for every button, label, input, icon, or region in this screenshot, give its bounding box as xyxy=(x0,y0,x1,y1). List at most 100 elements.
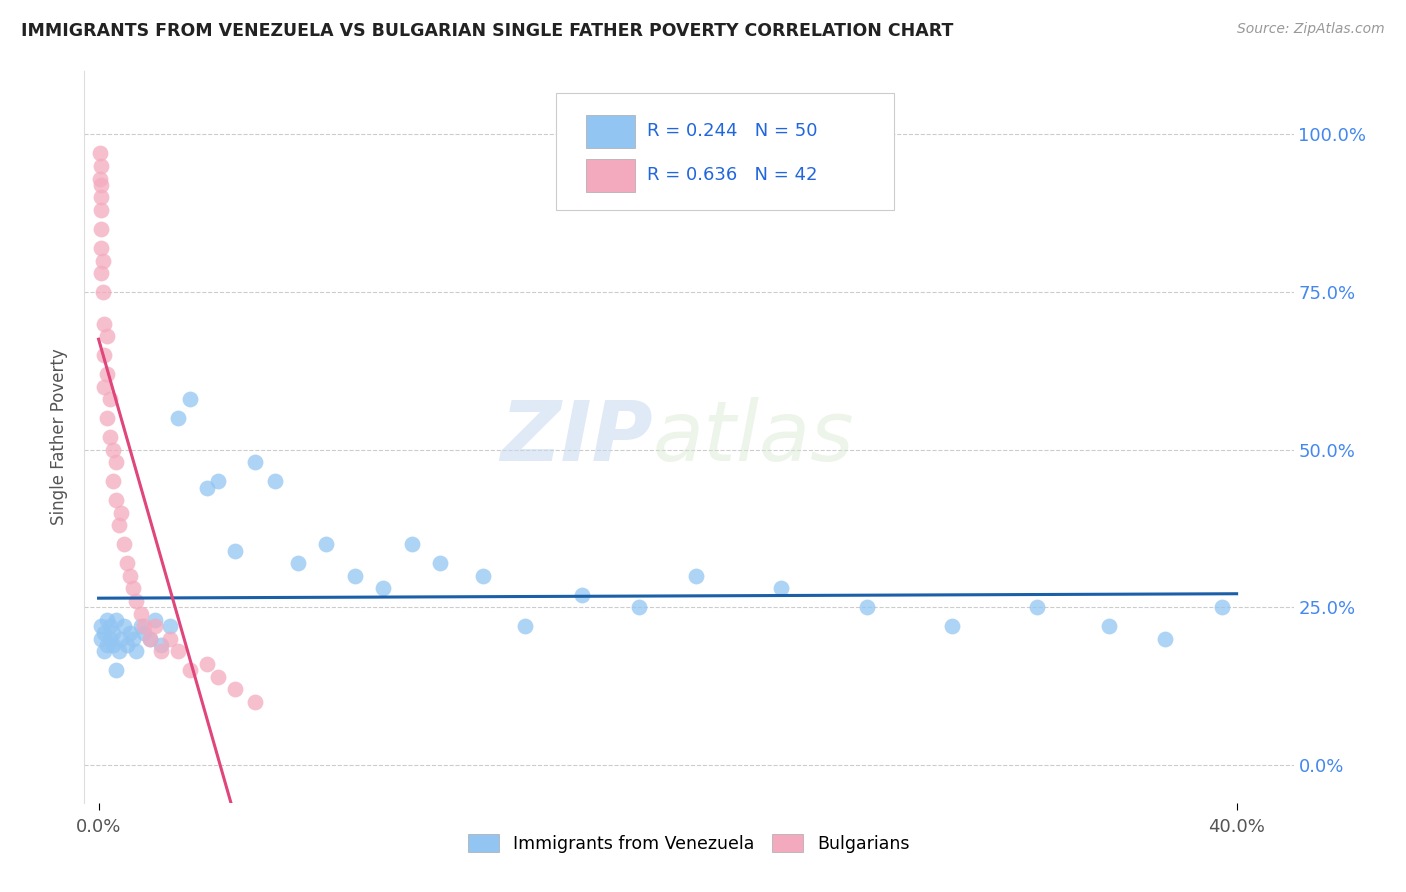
Point xyxy=(107,518,129,533)
Point xyxy=(224,543,246,558)
Point xyxy=(90,619,112,633)
Point xyxy=(287,556,309,570)
Point xyxy=(96,638,118,652)
Point xyxy=(91,285,114,299)
FancyBboxPatch shape xyxy=(586,115,634,148)
Point xyxy=(343,569,366,583)
Point xyxy=(121,632,143,646)
Text: Source: ZipAtlas.com: Source: ZipAtlas.com xyxy=(1237,22,1385,37)
Point xyxy=(1211,600,1233,615)
Point xyxy=(90,203,112,218)
Point xyxy=(150,638,173,652)
Point xyxy=(104,455,127,469)
Point xyxy=(110,632,132,646)
Point xyxy=(89,171,111,186)
Point xyxy=(207,474,229,488)
Point xyxy=(129,607,152,621)
Point xyxy=(96,329,118,343)
Point xyxy=(124,644,146,658)
Point xyxy=(150,644,173,658)
Point xyxy=(1097,619,1119,633)
Point xyxy=(101,625,124,640)
Point xyxy=(101,474,124,488)
Point xyxy=(96,613,118,627)
Point xyxy=(429,556,451,570)
Text: R = 0.636   N = 42: R = 0.636 N = 42 xyxy=(647,166,817,185)
Point xyxy=(315,537,337,551)
Point xyxy=(98,619,121,633)
Point xyxy=(770,582,793,596)
Point xyxy=(118,569,141,583)
Point xyxy=(1026,600,1049,615)
Point xyxy=(264,474,287,488)
Point xyxy=(98,392,121,407)
Point xyxy=(115,638,138,652)
Point xyxy=(1154,632,1177,646)
Point xyxy=(91,253,114,268)
Point xyxy=(93,348,115,362)
Point xyxy=(371,582,394,596)
Point xyxy=(179,392,201,407)
Point xyxy=(112,537,135,551)
Point xyxy=(145,619,167,633)
Point xyxy=(104,613,127,627)
Point xyxy=(145,613,167,627)
Point xyxy=(243,455,266,469)
Point xyxy=(90,632,112,646)
Point xyxy=(243,695,266,709)
Point xyxy=(93,644,115,658)
Point xyxy=(401,537,423,551)
Point xyxy=(129,619,152,633)
Point xyxy=(685,569,707,583)
Point xyxy=(167,644,190,658)
Point xyxy=(110,506,132,520)
Text: R = 0.244   N = 50: R = 0.244 N = 50 xyxy=(647,122,817,140)
Point xyxy=(159,632,181,646)
Point xyxy=(89,146,111,161)
Point xyxy=(139,632,162,646)
Point xyxy=(93,317,115,331)
Point xyxy=(101,638,124,652)
Point xyxy=(101,442,124,457)
Point xyxy=(98,632,121,646)
Point xyxy=(90,190,112,204)
Point xyxy=(139,632,162,646)
FancyBboxPatch shape xyxy=(586,159,634,192)
Point xyxy=(195,657,218,671)
Point xyxy=(124,594,146,608)
Point xyxy=(471,569,494,583)
Point xyxy=(90,178,112,192)
FancyBboxPatch shape xyxy=(555,94,894,211)
Point xyxy=(93,625,115,640)
Y-axis label: Single Father Poverty: Single Father Poverty xyxy=(51,349,69,525)
Point xyxy=(90,222,112,236)
Point xyxy=(855,600,877,615)
Point xyxy=(159,619,181,633)
Text: atlas: atlas xyxy=(652,397,855,477)
Point xyxy=(104,664,127,678)
Point xyxy=(96,367,118,381)
Point xyxy=(90,241,112,255)
Point xyxy=(515,619,537,633)
Point xyxy=(571,588,593,602)
Point xyxy=(118,625,141,640)
Text: IMMIGRANTS FROM VENEZUELA VS BULGARIAN SINGLE FATHER POVERTY CORRELATION CHART: IMMIGRANTS FROM VENEZUELA VS BULGARIAN S… xyxy=(21,22,953,40)
Point xyxy=(179,664,201,678)
Point xyxy=(207,670,229,684)
Point xyxy=(167,411,190,425)
Point xyxy=(98,430,121,444)
Legend: Immigrants from Venezuela, Bulgarians: Immigrants from Venezuela, Bulgarians xyxy=(461,827,917,860)
Point xyxy=(121,582,143,596)
Point xyxy=(115,556,138,570)
Point xyxy=(941,619,963,633)
Point xyxy=(224,682,246,697)
Point xyxy=(195,481,218,495)
Point xyxy=(96,411,118,425)
Text: ZIP: ZIP xyxy=(501,397,652,477)
Point xyxy=(112,619,135,633)
Point xyxy=(132,625,155,640)
Point xyxy=(132,619,155,633)
Point xyxy=(90,159,112,173)
Point xyxy=(90,266,112,280)
Point xyxy=(93,379,115,393)
